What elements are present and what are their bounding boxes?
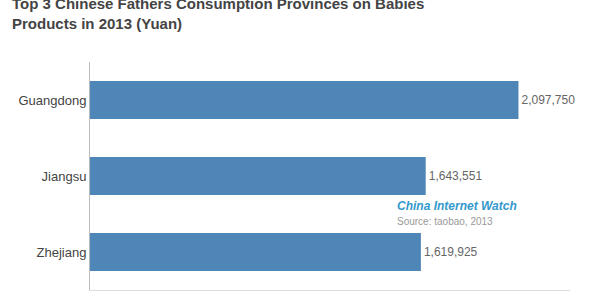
svg-text:Zhejiang: Zhejiang [37, 245, 87, 260]
svg-text:1,619,925: 1,619,925 [424, 245, 478, 259]
svg-text:Top 3 Chinese Fathers Consumpt: Top 3 Chinese Fathers Consumption Provin… [12, 0, 424, 32]
svg-text:China Internet Watch: China Internet Watch [397, 199, 517, 213]
svg-text:2,097,750: 2,097,750 [521, 93, 575, 107]
svg-text:Jiangsu: Jiangsu [42, 169, 87, 184]
svg-text:Source: taobao, 2013: Source: taobao, 2013 [397, 216, 493, 227]
svg-text:1,643,551: 1,643,551 [429, 169, 483, 183]
svg-text:Guangdong: Guangdong [18, 93, 86, 108]
